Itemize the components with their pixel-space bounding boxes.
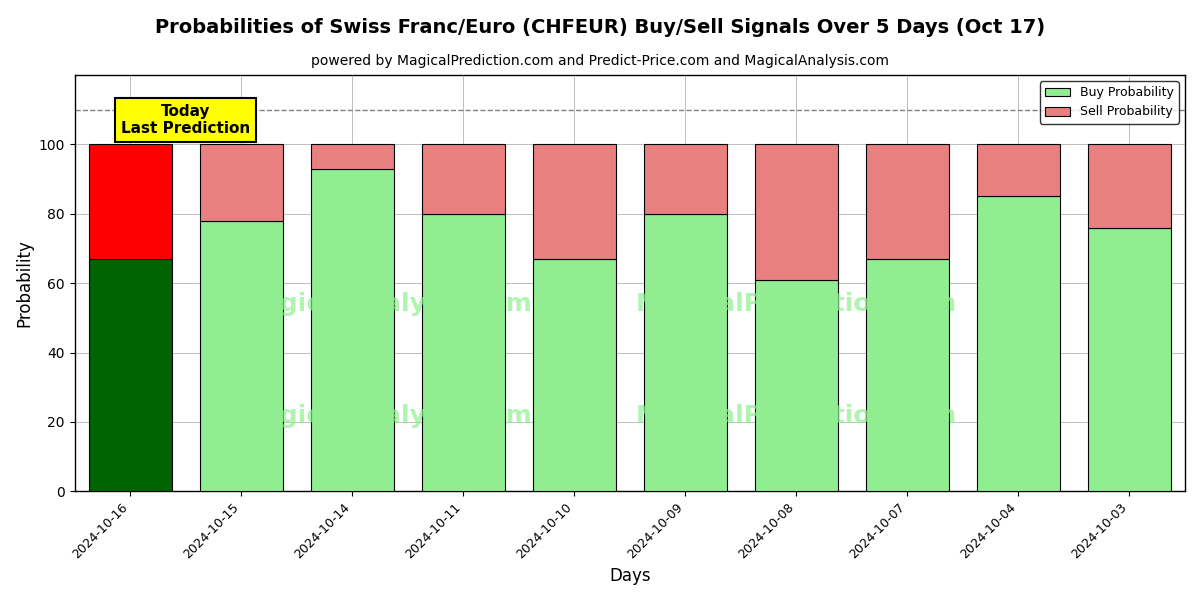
Legend: Buy Probability, Sell Probability: Buy Probability, Sell Probability	[1040, 81, 1178, 124]
Bar	[1088, 227, 1171, 491]
Bar	[977, 145, 1060, 196]
Text: powered by MagicalPrediction.com and Predict-Price.com and MagicalAnalysis.com: powered by MagicalPrediction.com and Pre…	[311, 54, 889, 68]
Bar	[643, 145, 727, 214]
Bar	[533, 145, 616, 259]
Bar	[89, 259, 172, 491]
Bar	[199, 145, 283, 221]
Text: MagicalPrediction.com: MagicalPrediction.com	[636, 292, 958, 316]
Bar	[865, 259, 949, 491]
Bar	[977, 196, 1060, 491]
Text: MagicalAnalysis.com: MagicalAnalysis.com	[239, 404, 533, 428]
Bar	[1088, 145, 1171, 227]
Bar	[865, 145, 949, 259]
Text: Today
Last Prediction: Today Last Prediction	[121, 104, 251, 136]
Bar	[533, 259, 616, 491]
Text: MagicalAnalysis.com: MagicalAnalysis.com	[239, 292, 533, 316]
Bar	[755, 280, 838, 491]
Bar	[643, 214, 727, 491]
Bar	[755, 145, 838, 280]
Text: Probabilities of Swiss Franc/Euro (CHFEUR) Buy/Sell Signals Over 5 Days (Oct 17): Probabilities of Swiss Franc/Euro (CHFEU…	[155, 18, 1045, 37]
Bar	[311, 145, 394, 169]
Bar	[421, 214, 505, 491]
X-axis label: Days: Days	[610, 567, 650, 585]
Text: MagicalPrediction.com: MagicalPrediction.com	[636, 404, 958, 428]
Y-axis label: Probability: Probability	[16, 239, 34, 327]
Bar	[89, 145, 172, 259]
Bar	[311, 169, 394, 491]
Bar	[421, 145, 505, 214]
Bar	[199, 221, 283, 491]
